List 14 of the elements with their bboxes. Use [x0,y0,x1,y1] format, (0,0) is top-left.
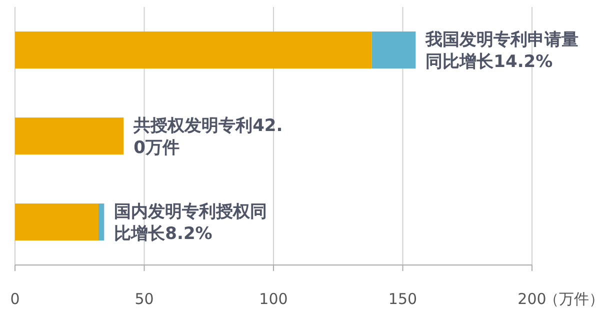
x-tick-label: 50 [134,290,154,308]
x-tick-label: 0 [10,290,20,308]
annotation: 国内发明专利授权同比增长8.2% [114,202,268,244]
x-axis-title: （万件） [544,290,604,308]
annotation: 共授权发明专利42.0万件 [132,116,283,158]
bar [15,118,124,154]
annotation: 我国发明专利申请量同比增长14.2% [424,30,579,72]
bar [98,204,104,240]
x-tick-label: 200 [518,290,546,308]
bar [15,32,372,68]
x-tick-label: 150 [388,290,418,308]
bar [372,32,416,68]
bar [15,204,98,240]
x-tick-label: 100 [259,290,288,308]
